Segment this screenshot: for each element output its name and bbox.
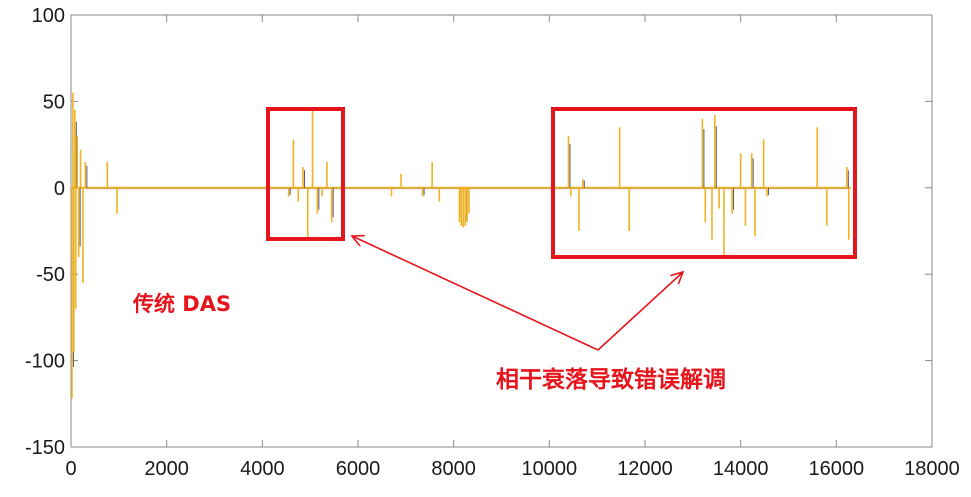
x-tick-label: 16000 bbox=[809, 458, 865, 480]
y-axis: 100 50 0 -50 -100 -150 bbox=[25, 5, 932, 459]
annotation-fading-label: 相干衰落导致错误解调 bbox=[496, 366, 726, 393]
y-tick-label: 0 bbox=[54, 178, 65, 200]
x-tick-label: 14000 bbox=[713, 458, 769, 480]
x-tick-label: 12000 bbox=[617, 458, 673, 480]
x-tick-label: 2000 bbox=[144, 458, 189, 480]
fading-box-right bbox=[551, 107, 857, 259]
fading-box-left bbox=[266, 107, 345, 241]
plot-area-frame bbox=[70, 14, 933, 448]
arrow-to-right-box bbox=[597, 272, 683, 351]
x-tick-label: 8000 bbox=[431, 458, 476, 480]
x-tick-label: 6000 bbox=[336, 458, 381, 480]
signal-series bbox=[71, 92, 851, 399]
y-tick-label: 100 bbox=[32, 5, 65, 27]
annotation-das-label: 传统 DAS bbox=[132, 292, 231, 316]
y-tick-label: 50 bbox=[43, 91, 65, 113]
x-tick-label: 4000 bbox=[240, 458, 285, 480]
y-tick-label: -100 bbox=[25, 351, 65, 373]
arrow-to-left-box bbox=[352, 236, 599, 351]
x-tick-label: 10000 bbox=[522, 458, 578, 480]
x-tick-label: 0 bbox=[65, 458, 76, 480]
x-axis: 0 2000 4000 6000 8000 10000 12000 14000 16000 180… bbox=[65, 15, 960, 480]
y-tick-label: -50 bbox=[36, 264, 65, 286]
x-tick-label: 18000 bbox=[904, 458, 960, 480]
y-tick-label: -150 bbox=[25, 437, 65, 459]
